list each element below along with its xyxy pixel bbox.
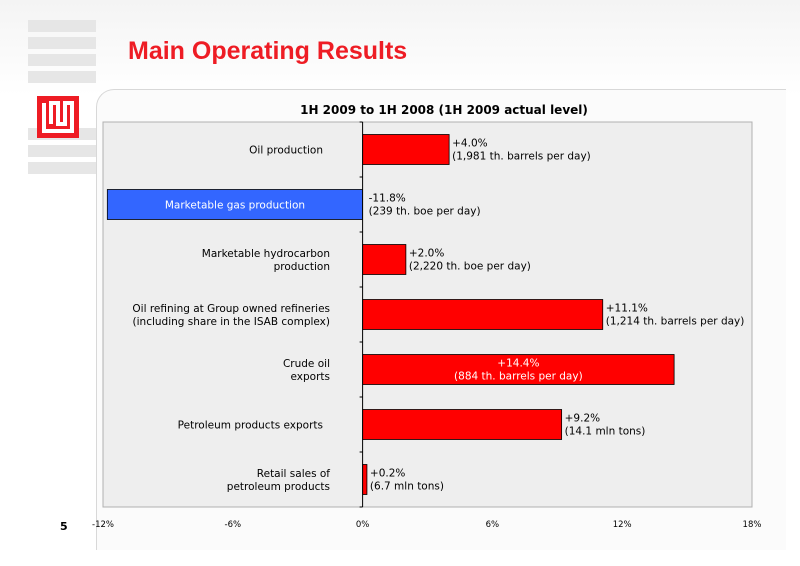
x-tick-label: -6%: [225, 520, 242, 530]
stripe: [28, 54, 96, 66]
bar: [362, 134, 450, 165]
bar: [362, 299, 604, 330]
x-tick-label: 0%: [356, 520, 370, 530]
bar: [362, 409, 563, 440]
data-label: +4.0%: [452, 138, 487, 150]
stripe: [28, 20, 96, 32]
data-label: +9.2%: [565, 413, 600, 425]
lukoil-logo-icon: [37, 96, 79, 138]
x-tick-label: 12%: [613, 520, 632, 530]
bar: [362, 464, 368, 495]
data-label: (884 th. barrels per day): [454, 371, 583, 383]
data-label: (1,214 th. barrels per day): [606, 316, 745, 328]
category-label: production: [274, 261, 330, 273]
chart-title: 1H 2009 to 1H 2008 (1H 2009 actual level…: [300, 103, 588, 117]
category-label: Retail sales of: [257, 468, 331, 480]
x-tick-label: -12%: [92, 520, 114, 530]
page-title: Main Operating Results: [128, 37, 408, 65]
data-label: +11.1%: [606, 303, 648, 315]
header-background: [0, 0, 800, 95]
category-label: Oil production: [249, 145, 323, 157]
category-label: Oil refining at Group owned refineries: [132, 303, 330, 315]
data-label: (239 th. boe per day): [369, 206, 481, 218]
category-label: Marketable hydrocarbon: [202, 248, 330, 260]
data-label: +0.2%: [370, 468, 405, 480]
category-label: Petroleum products exports: [178, 420, 323, 432]
page-number: 5: [60, 520, 68, 533]
x-tick-label: 18%: [743, 520, 762, 530]
category-label: (including share in the ISAB complex): [133, 316, 330, 328]
stripe: [28, 162, 96, 174]
category-label: exports: [291, 371, 330, 383]
data-label: -11.8%: [369, 193, 406, 205]
bar: [362, 354, 675, 385]
bar: [362, 244, 407, 275]
data-label: (2,220 th. boe per day): [409, 261, 531, 273]
category-label: Marketable gas production: [165, 200, 305, 212]
data-label: (1,981 th. barrels per day): [452, 151, 591, 163]
category-label: petroleum products: [227, 481, 330, 493]
stripe: [28, 145, 96, 157]
x-tick-label: 6%: [486, 520, 500, 530]
data-label: +14.4%: [497, 358, 539, 370]
stripe: [28, 71, 96, 83]
data-label: (6.7 mln tons): [370, 481, 444, 493]
category-label: Crude oil: [283, 358, 330, 370]
stripe: [28, 37, 96, 49]
data-label: (14.1 mln tons): [565, 426, 646, 438]
data-label: +2.0%: [409, 248, 444, 260]
